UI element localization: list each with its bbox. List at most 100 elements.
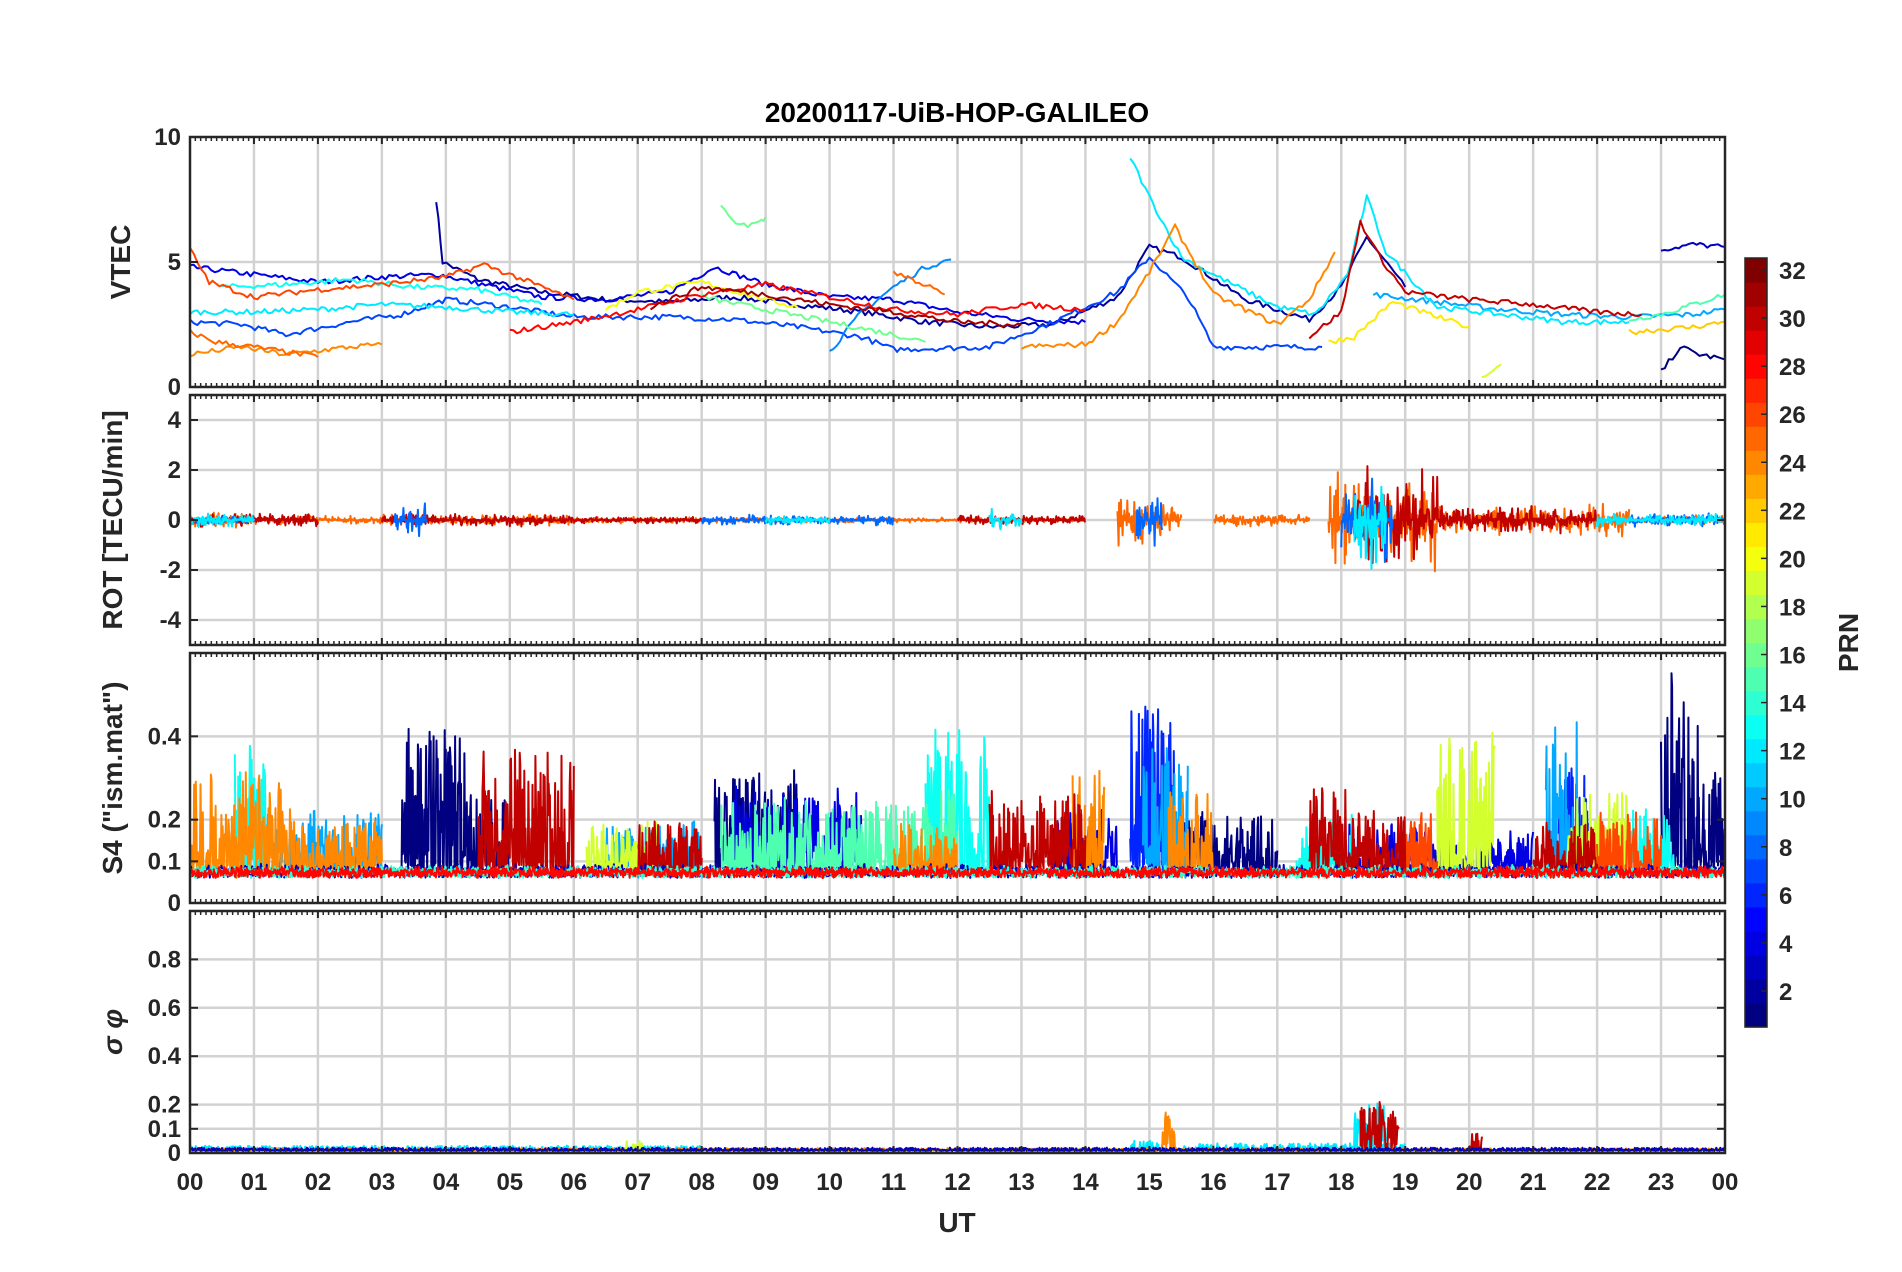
colorbar-swatch <box>1745 762 1767 788</box>
series-line-prn-15 <box>1628 293 1725 322</box>
y-tick-label: 2 <box>168 457 181 484</box>
x-tick-label: 20 <box>1456 1169 1483 1196</box>
colorbar-swatch <box>1745 858 1767 884</box>
series-line-prn-25 <box>190 328 319 358</box>
colorbar-swatch <box>1745 930 1767 956</box>
series-line-prn-28 <box>509 281 1086 335</box>
series-line-prn-2 <box>435 202 1407 329</box>
series-line-prn-19 <box>1481 363 1502 379</box>
colorbar-tick-label: 16 <box>1779 643 1806 670</box>
series-line-prn-26 <box>190 247 575 301</box>
x-tick-label: 08 <box>688 1169 715 1196</box>
y-tick-label: 0.8 <box>148 946 181 973</box>
x-axis-label: UT <box>938 1207 975 1238</box>
colorbar-swatch <box>1745 378 1767 403</box>
colorbar-swatch <box>1745 690 1767 716</box>
x-tick-label: 00 <box>1712 1169 1739 1196</box>
y-tick-label: 0.2 <box>148 807 181 834</box>
colorbar-tick-label: 12 <box>1779 739 1806 766</box>
colorbar-swatch <box>1745 978 1767 1004</box>
colorbar-swatch <box>1745 834 1767 860</box>
colorbar-swatch <box>1745 474 1767 499</box>
x-tick-label: 23 <box>1648 1169 1675 1196</box>
colorbar-swatch <box>1745 666 1767 692</box>
x-tick-label: 22 <box>1584 1169 1611 1196</box>
x-tick-label: 07 <box>624 1169 651 1196</box>
chart-title: 20200117-UiB-HOP-GALILEO <box>765 97 1149 128</box>
series-line-prn-21 <box>1328 301 1470 345</box>
x-tick-label: 02 <box>305 1169 332 1196</box>
x-tick-label: 12 <box>944 1169 971 1196</box>
series-line-prn-12 <box>190 485 1725 570</box>
colorbar-swatch <box>1745 1002 1767 1028</box>
series-line-prn-16 <box>701 293 926 343</box>
series-line-prn-7 <box>190 256 1323 353</box>
colorbar-tick-label: 22 <box>1779 498 1806 525</box>
colorbar-swatch <box>1745 354 1767 379</box>
x-tick-label: 03 <box>369 1169 396 1196</box>
colorbar-tick-label: 30 <box>1779 306 1806 333</box>
series-line-prn-4 <box>190 263 1086 325</box>
x-tick-label: 11 <box>881 1169 906 1196</box>
series-line-prn-12 <box>190 1102 1406 1152</box>
colorbar-swatch <box>1745 618 1767 644</box>
series-line-prn-30 <box>1308 219 1643 340</box>
colorbar-swatch <box>1745 258 1767 283</box>
y-tick-label: 0.2 <box>148 1092 181 1119</box>
x-tick-label: 13 <box>1008 1169 1035 1196</box>
series-line-prn-20 <box>605 279 799 311</box>
y-tick-label: 5 <box>168 249 181 276</box>
colorbar-swatch <box>1745 426 1767 451</box>
colorbar-tick-label: 4 <box>1779 931 1793 958</box>
colorbar-swatch <box>1745 906 1767 932</box>
colorbar-tick-label: 2 <box>1779 979 1792 1006</box>
colorbar-tick-label: 14 <box>1779 691 1806 718</box>
colorbar-swatch <box>1745 642 1767 668</box>
series-line-prn-22 <box>1628 321 1725 336</box>
y-tick-label: -2 <box>160 557 181 584</box>
y-tick-label: 0.6 <box>148 995 181 1022</box>
x-tick-label: 10 <box>816 1169 843 1196</box>
x-tick-label: 21 <box>1520 1169 1547 1196</box>
colorbar-tick-label: 28 <box>1779 354 1806 381</box>
x-tick-label: 06 <box>560 1169 587 1196</box>
series-line-prn-28 <box>190 864 1725 879</box>
colorbar-label: PRN <box>1833 613 1864 672</box>
x-tick-label: 15 <box>1136 1169 1163 1196</box>
series-line-prn-3 <box>1660 241 1725 252</box>
colorbar-swatch <box>1745 882 1767 908</box>
colorbar-tick-label: 6 <box>1779 883 1792 910</box>
panel-frame <box>188 909 1727 1155</box>
colorbar-tick-label: 18 <box>1779 594 1806 621</box>
series-line-prn-16 <box>720 204 767 229</box>
colorbar-swatch <box>1745 786 1767 812</box>
panel-frame <box>188 393 1727 647</box>
series-line-prn-1 <box>1660 345 1725 371</box>
colorbar-tick-label: 8 <box>1779 835 1792 862</box>
colorbar-tick-label: 32 <box>1779 258 1806 285</box>
panel-frame <box>188 135 1727 389</box>
colorbar-swatch <box>1745 954 1767 980</box>
colorbar-swatch <box>1745 714 1767 740</box>
colorbar-swatch <box>1745 522 1767 547</box>
y-tick-label: 0 <box>168 890 181 917</box>
colorbar-tick-label: 20 <box>1779 546 1806 573</box>
series-line-prn-24 <box>1021 223 1336 350</box>
x-tick-label: 14 <box>1072 1169 1099 1196</box>
series-line-prn-12 <box>1129 157 1630 326</box>
series-line-prn-12 <box>190 301 574 318</box>
y-tick-label: 0 <box>168 1140 181 1167</box>
x-tick-label: 04 <box>432 1169 459 1196</box>
colorbar-swatch <box>1745 450 1767 475</box>
y-axis-label: S4 ("ism.mat") <box>97 681 128 874</box>
colorbar-swatch <box>1745 810 1767 836</box>
panel-frame <box>188 651 1727 905</box>
y-tick-label: 0.1 <box>148 1116 181 1143</box>
x-tick-label: 00 <box>177 1169 204 1196</box>
colorbar-swatch <box>1745 282 1767 307</box>
colorbar-tick-label: 26 <box>1779 402 1806 429</box>
colorbar-tick-label: 24 <box>1779 450 1806 477</box>
x-tick-label: 19 <box>1392 1169 1419 1196</box>
x-tick-label: 05 <box>496 1169 523 1196</box>
